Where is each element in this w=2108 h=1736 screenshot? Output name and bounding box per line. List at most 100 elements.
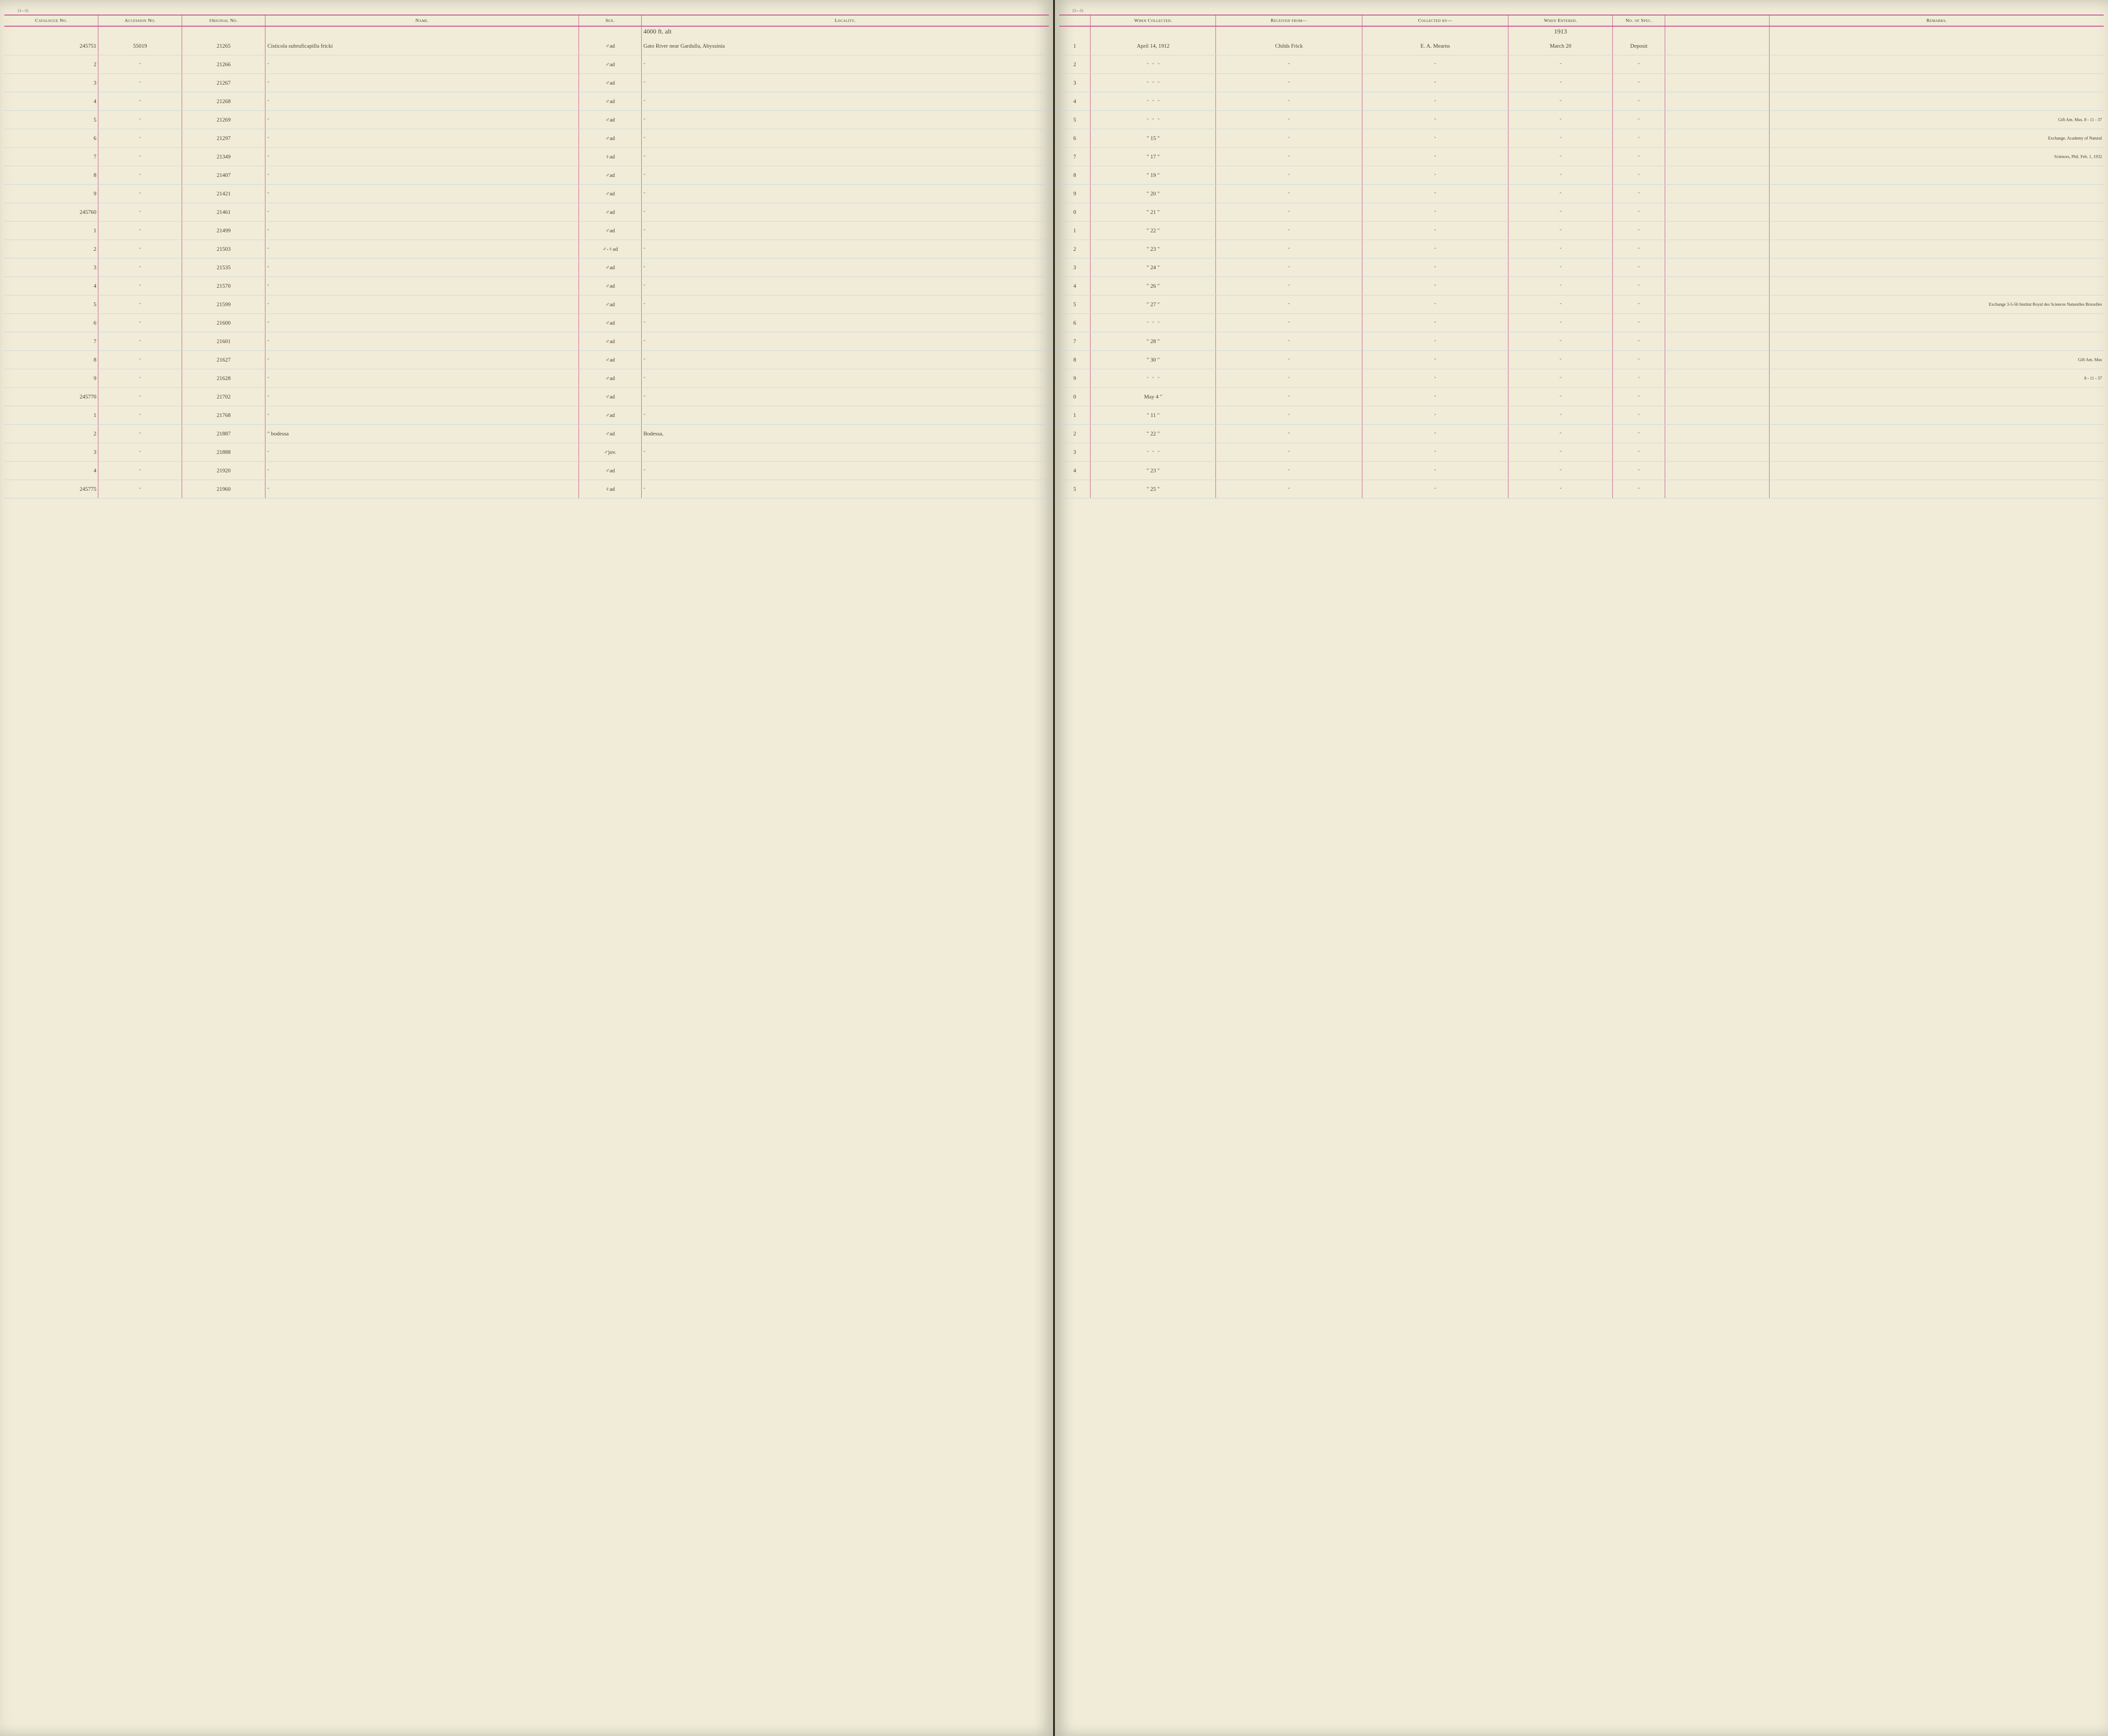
cell-name: ": [265, 166, 579, 185]
cell-name: ": [265, 129, 579, 148]
table-row: 5" 27 """""Exchange 3-5-56 Institut Roya…: [1059, 295, 2104, 314]
cell-catalogue: 1: [4, 222, 98, 240]
cell-no-spec: ": [1613, 480, 1665, 499]
table-row: 9" 20 """"": [1059, 185, 2104, 203]
cell-accession: ": [98, 129, 182, 148]
table-row: 5" " """""Gift Am. Mus. 8 - 11 - 37: [1059, 111, 2104, 129]
cell-received-from: ": [1216, 443, 1362, 462]
cell-catalogue: 3: [4, 443, 98, 462]
table-row: 3" " """"": [1059, 74, 2104, 92]
cell-original: 21421: [182, 185, 265, 203]
cell-collected-by: ": [1362, 111, 1508, 129]
cell-name: ": [265, 55, 579, 74]
cell-collected-by: ": [1362, 425, 1508, 443]
cell-when-entered: ": [1508, 92, 1613, 111]
cell-blank: [1665, 92, 1770, 111]
cell-locality: ": [641, 462, 1049, 480]
cell-name: ": [265, 388, 579, 406]
cell-idx: 1: [1059, 37, 1091, 55]
cell-remarks: [1770, 406, 2104, 425]
cell-original: 21600: [182, 314, 265, 332]
cell-catalogue: 7: [4, 332, 98, 351]
cell-idx: 1: [1059, 406, 1091, 425]
cell-locality: ": [641, 55, 1049, 74]
table-row: 1"21499"♂ad": [4, 222, 1049, 240]
col-locality: Locality.: [641, 15, 1049, 26]
cell-when-collected: April 14, 1912: [1091, 37, 1216, 55]
cell-received-from: ": [1216, 295, 1362, 314]
cell-original: 21920: [182, 462, 265, 480]
cell-when-entered: ": [1508, 55, 1613, 74]
cell-catalogue: 4: [4, 277, 98, 295]
cell-original: 21266: [182, 55, 265, 74]
cell-original: 21768: [182, 406, 265, 425]
cell-when-collected: " 25 ": [1091, 480, 1216, 499]
cell-when-entered: ": [1508, 222, 1613, 240]
cell-sex: ♂ad: [579, 462, 642, 480]
cell-no-spec: ": [1613, 166, 1665, 185]
cell-locality: ": [641, 92, 1049, 111]
cell-when-entered: ": [1508, 295, 1613, 314]
cell-when-collected: " 30 ": [1091, 351, 1216, 369]
cell-blank: [1665, 314, 1770, 332]
table-row: 4" " """"": [1059, 92, 2104, 111]
cell-when-collected: " " ": [1091, 369, 1216, 388]
cell-collected-by: ": [1362, 166, 1508, 185]
col-collected-by: Collected by—: [1362, 15, 1508, 26]
year-heading-row: 1913: [1059, 26, 2104, 37]
cell-no-spec: ": [1613, 92, 1665, 111]
cell-received-from: ": [1216, 240, 1362, 258]
cell-idx: 0: [1059, 203, 1091, 222]
cell-when-entered: ": [1508, 148, 1613, 166]
cell-sex: ♂ad: [579, 222, 642, 240]
cell-accession: ": [98, 425, 182, 443]
table-row: 7" 28 """"": [1059, 332, 2104, 351]
table-row: 7"21601"♂ad": [4, 332, 1049, 351]
cell-idx: 3: [1059, 258, 1091, 277]
cell-no-spec: ": [1613, 129, 1665, 148]
cell-original: 21268: [182, 92, 265, 111]
cell-name: ": [265, 369, 579, 388]
cell-collected-by: ": [1362, 240, 1508, 258]
cell-blank: [1665, 332, 1770, 351]
cell-blank: [1665, 129, 1770, 148]
cell-when-collected: " 22 ": [1091, 222, 1216, 240]
cell-blank: [1665, 406, 1770, 425]
cell-when-collected: " " ": [1091, 55, 1216, 74]
col-sex: Sex.: [579, 15, 642, 26]
cell-no-spec: ": [1613, 351, 1665, 369]
cell-when-entered: ": [1508, 351, 1613, 369]
table-row: 9"21628"♂ad": [4, 369, 1049, 388]
table-row: 2457515501921265Cisticola subruficapilla…: [4, 37, 1049, 55]
cell-original: 21599: [182, 295, 265, 314]
cell-remarks: Gift Am. Mus. 8 - 11 - 37: [1770, 111, 2104, 129]
cell-name: ": [265, 295, 579, 314]
cell-no-spec: ": [1613, 462, 1665, 480]
cell-idx: 9: [1059, 185, 1091, 203]
cell-remarks: Sciences, Phil. Feb. 1, 1932: [1770, 148, 2104, 166]
cell-blank: [1665, 258, 1770, 277]
cell-received-from: ": [1216, 388, 1362, 406]
table-row: 5"21599"♂ad": [4, 295, 1049, 314]
cell-idx: 0: [1059, 388, 1091, 406]
cell-no-spec: ": [1613, 443, 1665, 462]
cell-received-from: ": [1216, 332, 1362, 351]
cell-sex: ♂ad: [579, 185, 642, 203]
cell-name: ": [265, 203, 579, 222]
cell-blank: [1665, 388, 1770, 406]
cell-catalogue: 4: [4, 462, 98, 480]
cell-sex: ♂ad: [579, 425, 642, 443]
cell-blank: [1665, 462, 1770, 480]
cell-locality: ": [641, 240, 1049, 258]
cell-accession: ": [98, 203, 182, 222]
cell-original: 21503: [182, 240, 265, 258]
table-row: 7" 17 """""Sciences, Phil. Feb. 1, 1932: [1059, 148, 2104, 166]
cell-locality: ": [641, 406, 1049, 425]
cell-blank: [1665, 37, 1770, 55]
cell-sex: ♂ad: [579, 92, 642, 111]
cell-when-collected: " 19 ": [1091, 166, 1216, 185]
cell-sex: ♂ad: [579, 111, 642, 129]
cell-idx: 5: [1059, 480, 1091, 499]
cell-locality: Bodessa,: [641, 425, 1049, 443]
locality-altitude-note: 4000 ft. alt: [641, 26, 1049, 37]
